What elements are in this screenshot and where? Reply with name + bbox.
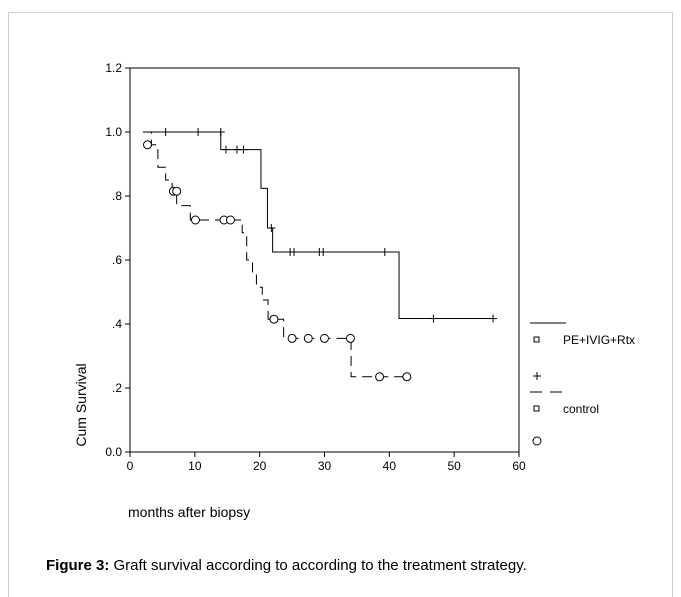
censor-plus-marker xyxy=(489,314,498,323)
censor-plus-marker xyxy=(194,128,203,136)
x-tick-label: 20 xyxy=(253,459,267,473)
y-tick-label: .6 xyxy=(112,253,122,267)
x-tick-label: 0 xyxy=(127,459,134,473)
x-tick-label: 60 xyxy=(512,459,526,473)
censor-plus-marker xyxy=(290,248,299,256)
censor-circle-marker xyxy=(303,333,313,343)
censor-circle-marker xyxy=(190,215,200,225)
censor-circle-marker xyxy=(345,333,355,343)
series-line-pe-ivig-rtx xyxy=(142,131,494,320)
figure-caption: Figure 3: Graft survival according to ac… xyxy=(46,557,527,574)
legend-square-marker xyxy=(533,405,540,412)
censor-plus-marker xyxy=(221,145,230,154)
legend-label-pe-ivig-rtx: PE+IVIG+Rtx xyxy=(563,333,635,347)
x-tick-label: 30 xyxy=(318,459,332,473)
legend-label-control: control xyxy=(563,402,599,416)
y-axis-ticks: 0.0 .2 .4 .6 .8 1.0 1.2 xyxy=(105,61,130,459)
censor-circle-marker xyxy=(172,186,182,196)
x-tick-label: 40 xyxy=(383,459,397,473)
censor-circle-marker xyxy=(320,333,329,343)
legend: PE+IVIG+Rtx control xyxy=(530,322,635,446)
caption-text: Graft survival according to according to… xyxy=(109,557,527,574)
censor-marks xyxy=(143,128,498,382)
legend-circle-marker xyxy=(532,436,542,446)
caption-label: Figure 3: xyxy=(46,557,110,574)
censor-plus-marker xyxy=(267,224,276,232)
y-tick-label: .4 xyxy=(112,317,122,331)
x-tick-label: 10 xyxy=(188,459,202,473)
legend-plus-marker xyxy=(533,372,541,380)
figure-frame xyxy=(8,12,673,597)
censor-plus-marker xyxy=(380,248,389,256)
series-line-control xyxy=(142,131,407,378)
y-tick-label: 0.0 xyxy=(105,445,122,459)
censor-plus-marker xyxy=(429,314,438,323)
y-tick-label: 1.2 xyxy=(105,61,122,75)
x-axis-label: months after biopsy xyxy=(128,504,251,520)
y-tick-label: 1.0 xyxy=(105,125,122,139)
plot-border xyxy=(129,67,520,453)
censor-circle-marker xyxy=(402,372,412,382)
censor-plus-marker xyxy=(319,248,328,256)
legend-square-marker xyxy=(533,336,540,343)
censor-circle-marker xyxy=(143,140,153,150)
y-tick-label: .8 xyxy=(112,189,122,203)
censor-circle-marker xyxy=(375,372,385,382)
x-tick-label: 50 xyxy=(447,459,461,473)
series-lines xyxy=(142,131,494,378)
plot-frame xyxy=(129,67,520,453)
censor-plus-marker xyxy=(216,128,225,136)
y-tick-label: .2 xyxy=(112,381,122,395)
censor-circle-marker xyxy=(287,333,297,343)
censor-plus-marker xyxy=(161,128,170,136)
censor-circle-marker xyxy=(225,215,235,225)
censor-plus-marker xyxy=(239,145,248,154)
x-axis-ticks: 0 10 20 30 40 50 60 xyxy=(127,452,526,473)
censor-circle-marker xyxy=(269,314,279,324)
y-axis-label: Cum Survival xyxy=(73,363,89,446)
